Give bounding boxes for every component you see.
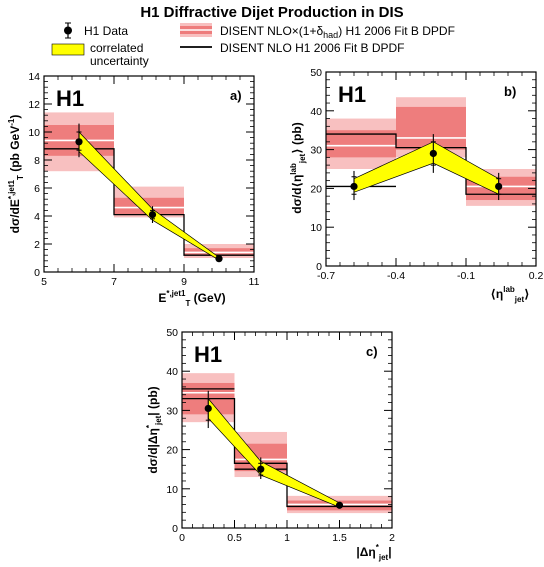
panel-label: a) [230, 88, 242, 103]
y-tick-label-5: 50 [310, 67, 322, 79]
data-point-1 [429, 149, 437, 158]
x-axis-label-suffix: (GeV) [190, 291, 225, 305]
nlo-band-inner-1 [396, 106, 466, 150]
x-tick-label-4: 2 [389, 532, 395, 544]
legend: H1 Data correlated uncertainty DISENT NL… [51, 22, 455, 68]
y-tick-label-0: 0 [316, 261, 322, 273]
plot-frame [325, 71, 537, 267]
x-tick-label-1: 7 [111, 276, 117, 288]
y-axis-label-sup: *,jet1 [7, 179, 16, 199]
y-tick-label-4: 40 [310, 106, 322, 118]
x-tick-label-1: -0.4 [387, 270, 405, 282]
y-tick-label-3: 30 [166, 405, 178, 417]
y-axis-label: dσ/dE*,jet1T (pb GeV-1) [7, 115, 25, 234]
legend-correlated-label-1: correlated [90, 41, 143, 55]
y-tick-label-3: 30 [310, 145, 322, 157]
x-axis-label-main: E [158, 291, 166, 305]
y-axis-label-sub: T [16, 175, 25, 180]
legend-nlo-line-label: DISENT NLO H1 2006 Fit B DPDF [220, 41, 405, 55]
experiment-label: H1 [338, 82, 366, 107]
x-tick-label-0: -0.7 [317, 270, 335, 282]
experiment-label: H1 [56, 86, 84, 111]
data-point-0 [204, 404, 212, 413]
y-axis-label-suffix: | (pb) [146, 386, 160, 415]
experiment-label: H1 [194, 342, 222, 367]
legend-correlated-swatch [51, 43, 85, 56]
data-point-0 [350, 182, 358, 191]
y-axis-label: dσ/d⟨ηlabjet⟩ (pb) [289, 122, 307, 213]
x-axis-label-suffix: | [388, 545, 391, 559]
data-point-1 [257, 465, 265, 473]
x-axis-label-sup: lab [503, 285, 515, 294]
y-tick-label-3: 6 [34, 183, 40, 195]
x-axis-label: ⟨ηlabjet⟩ [490, 285, 529, 304]
legend-data-marker [64, 26, 72, 35]
x-tick-label-3: 0.2 [529, 270, 544, 282]
y-axis-label-suffix: ⟩ (pb) [290, 122, 304, 153]
x-tick-label-3: 1.5 [332, 532, 347, 544]
x-tick-label-0: 5 [41, 276, 47, 288]
x-axis-label-sup: *,jet1 [166, 289, 186, 298]
figure-title: H1 Diffractive Dijet Production in DIS [140, 4, 403, 21]
x-axis-label: |Δη*jet| [356, 543, 391, 562]
y-axis-label-main: dσ/d⟨η [290, 175, 304, 214]
x-axis-label: E*,jet1T (GeV) [158, 289, 225, 308]
y-tick-label-4: 40 [166, 366, 178, 378]
y-tick-label-5: 50 [166, 327, 178, 339]
y-tick-label-0: 0 [34, 267, 40, 279]
y-axis-label: dσ/d|Δη*jet| (pb) [145, 386, 163, 473]
panel-label: c) [366, 344, 378, 359]
x-axis-label-sub: jet [514, 295, 525, 304]
y-tick-label-1: 2 [34, 239, 40, 251]
x-tick-label-3: 11 [249, 276, 260, 288]
y-axis-label-sup: lab [289, 163, 298, 175]
x-axis-label-sub: T [185, 299, 190, 308]
y-axis-label-main: dσ/d|Δη [146, 428, 160, 474]
y-tick-label-4: 8 [34, 155, 40, 167]
x-axis-label-main: ⟨η [490, 287, 503, 301]
x-axis-label-suffix: ⟩ [524, 287, 529, 301]
plot-frame [43, 75, 255, 273]
x-axis-label-main: |Δη [356, 545, 375, 559]
data-point-1 [148, 211, 157, 219]
data-point-2 [495, 182, 503, 191]
y-axis-label-sub: jet [298, 153, 307, 164]
y-axis-label-sup: * [145, 424, 154, 428]
legend-data-label: H1 Data [84, 24, 128, 38]
y-tick-label-7: 14 [28, 71, 40, 83]
x-axis-label-sup: * [376, 543, 380, 552]
y-tick-label-2: 20 [310, 183, 322, 195]
y-tick-label-2: 20 [166, 445, 178, 457]
x-tick-label-2: 9 [181, 276, 187, 288]
y-tick-label-1: 10 [310, 222, 322, 234]
data-point-2 [335, 501, 344, 509]
x-tick-label-0: 0 [179, 532, 185, 544]
y-tick-label-1: 10 [166, 484, 178, 496]
y-axis-label-unit-sup: -1 [7, 118, 16, 126]
y-tick-label-6: 12 [28, 99, 40, 111]
data-point-0 [75, 138, 83, 146]
data-point-2 [215, 255, 223, 263]
y-axis-label-main: dσ/dE [8, 199, 22, 233]
y-tick-label-5: 10 [28, 127, 40, 139]
y-axis-label-close: ) [8, 115, 22, 119]
x-axis-label-sub: jet [378, 553, 389, 562]
legend-nlo-band-label: DISENT NLO×(1+δhad) H1 2006 Fit B DPDF [220, 24, 455, 40]
y-tick-label-2: 4 [34, 211, 40, 223]
panel-label: b) [504, 84, 516, 99]
y-tick-label-0: 0 [172, 523, 178, 535]
y-axis-label-suffix: (pb GeV [8, 126, 22, 175]
y-axis-label-sub: jet [154, 415, 163, 426]
x-tick-label-2: -0.1 [457, 270, 475, 282]
x-tick-label-2: 1 [284, 532, 290, 544]
legend-correlated-label-2: uncertainty [90, 54, 149, 68]
x-tick-label-1: 0.5 [227, 532, 242, 544]
